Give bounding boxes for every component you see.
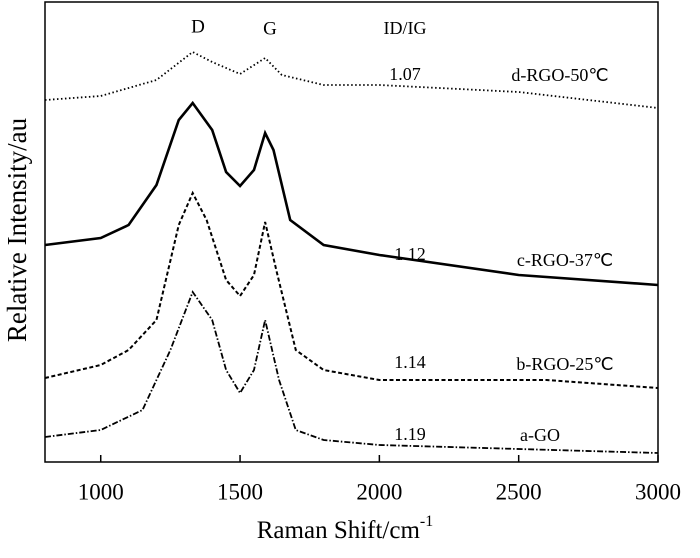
ratio-label: 1.12 <box>394 244 426 264</box>
plot-frame <box>44 1 659 463</box>
peak-label: G <box>263 18 277 39</box>
x-tick-label: 1000 <box>78 479 124 504</box>
x-tick-label: 1500 <box>217 479 263 504</box>
ratio-label: 1.19 <box>394 424 426 444</box>
series-label: d-RGO-50℃ <box>511 65 608 85</box>
ratio-label: 1.07 <box>389 64 421 84</box>
spectrum-line <box>44 50 659 109</box>
series-label: c-RGO-37℃ <box>517 250 613 270</box>
ratio-header: ID/IG <box>384 18 427 38</box>
series-label: b-RGO-25℃ <box>516 354 613 374</box>
spectrum-line <box>44 100 659 287</box>
peak-label: D <box>191 16 205 37</box>
x-tick-label: 2500 <box>496 479 542 504</box>
series-label: a-GO <box>520 425 560 445</box>
y-axis-label: Relative Intensity/au <box>2 117 32 342</box>
spectrum-line <box>44 290 659 454</box>
x-tick-label: 2000 <box>356 479 402 504</box>
x-tick-label: 3000 <box>635 479 681 504</box>
x-axis-label: Raman Shift/cm-1 <box>257 513 434 544</box>
x-axis-label-sup: -1 <box>420 513 433 530</box>
ratio-label: 1.14 <box>394 352 426 372</box>
x-axis-label-main: Raman Shift/cm <box>257 517 421 544</box>
